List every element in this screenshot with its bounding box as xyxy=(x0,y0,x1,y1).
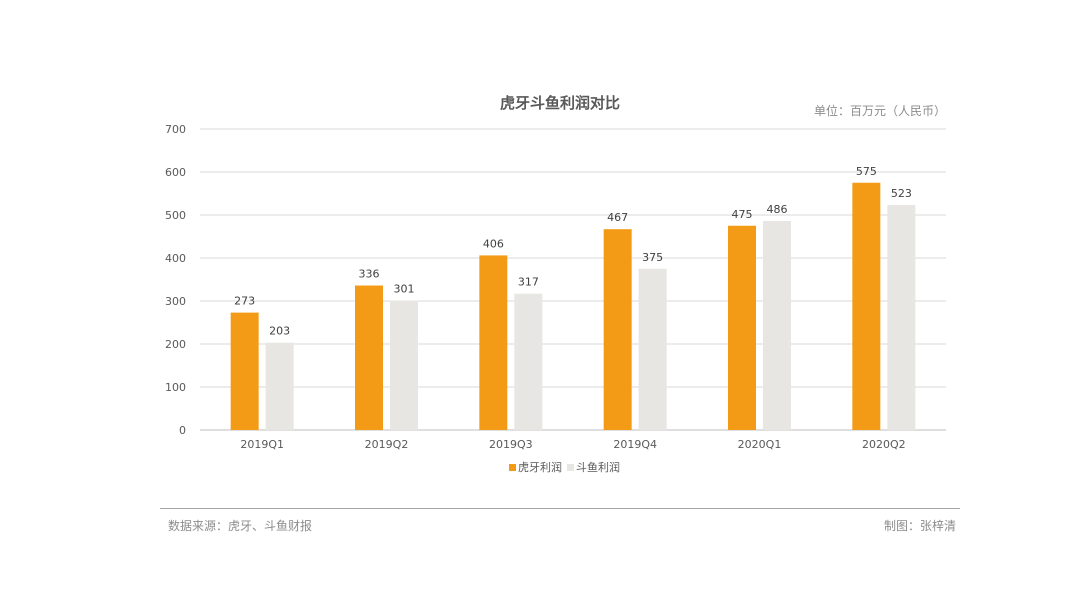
data-label: 273 xyxy=(234,295,255,308)
y-tick-label: 700 xyxy=(165,123,186,136)
chart-credit: 制图：张梓清 xyxy=(883,519,956,533)
bar-douyu xyxy=(514,293,543,430)
x-tick-label: 2019Q2 xyxy=(365,438,409,451)
bar-huya xyxy=(728,225,756,430)
legend-swatch xyxy=(509,464,516,471)
chart-title: 虎牙斗鱼利润对比 xyxy=(499,94,620,112)
bar-douyu xyxy=(265,342,294,430)
bar-douyu xyxy=(763,221,791,430)
bar-douyu xyxy=(390,300,418,430)
data-label: 203 xyxy=(269,325,290,338)
y-tick-label: 0 xyxy=(179,424,186,437)
data-label: 375 xyxy=(642,251,663,264)
legend-swatch xyxy=(567,464,574,471)
y-tick-label: 600 xyxy=(165,166,186,179)
y-tick-label: 400 xyxy=(165,252,186,265)
data-label: 523 xyxy=(891,187,912,200)
data-label: 475 xyxy=(732,208,753,221)
y-tick-label: 100 xyxy=(165,381,186,394)
data-label: 336 xyxy=(359,268,380,281)
bar-huya xyxy=(603,229,632,430)
bar-huya xyxy=(479,255,508,430)
bar-huya xyxy=(355,285,383,430)
data-label: 486 xyxy=(767,203,788,216)
x-tick-label: 2019Q3 xyxy=(489,438,533,451)
data-source: 数据来源：虎牙、斗鱼财报 xyxy=(168,519,313,533)
bar-huya xyxy=(852,182,881,430)
data-label: 575 xyxy=(856,165,877,178)
legend-label: 虎牙利润 xyxy=(518,460,562,474)
x-tick-label: 2019Q1 xyxy=(240,438,284,451)
data-label: 406 xyxy=(483,237,504,250)
y-tick-label: 200 xyxy=(165,338,186,351)
bar-douyu xyxy=(887,205,916,430)
x-tick-label: 2020Q1 xyxy=(738,438,782,451)
data-label: 467 xyxy=(607,211,628,224)
unit-label: 单位：百万元（人民币） xyxy=(814,104,947,118)
x-tick-label: 2019Q4 xyxy=(613,438,657,451)
bar-douyu xyxy=(638,268,667,430)
data-label: 301 xyxy=(394,283,415,296)
footer-divider xyxy=(160,508,960,509)
bar-huya xyxy=(230,312,259,430)
legend-label: 斗鱼利润 xyxy=(576,460,620,474)
x-tick-label: 2020Q2 xyxy=(862,438,906,451)
y-tick-label: 500 xyxy=(165,209,186,222)
y-tick-label: 300 xyxy=(165,295,186,308)
data-label: 317 xyxy=(518,276,539,289)
